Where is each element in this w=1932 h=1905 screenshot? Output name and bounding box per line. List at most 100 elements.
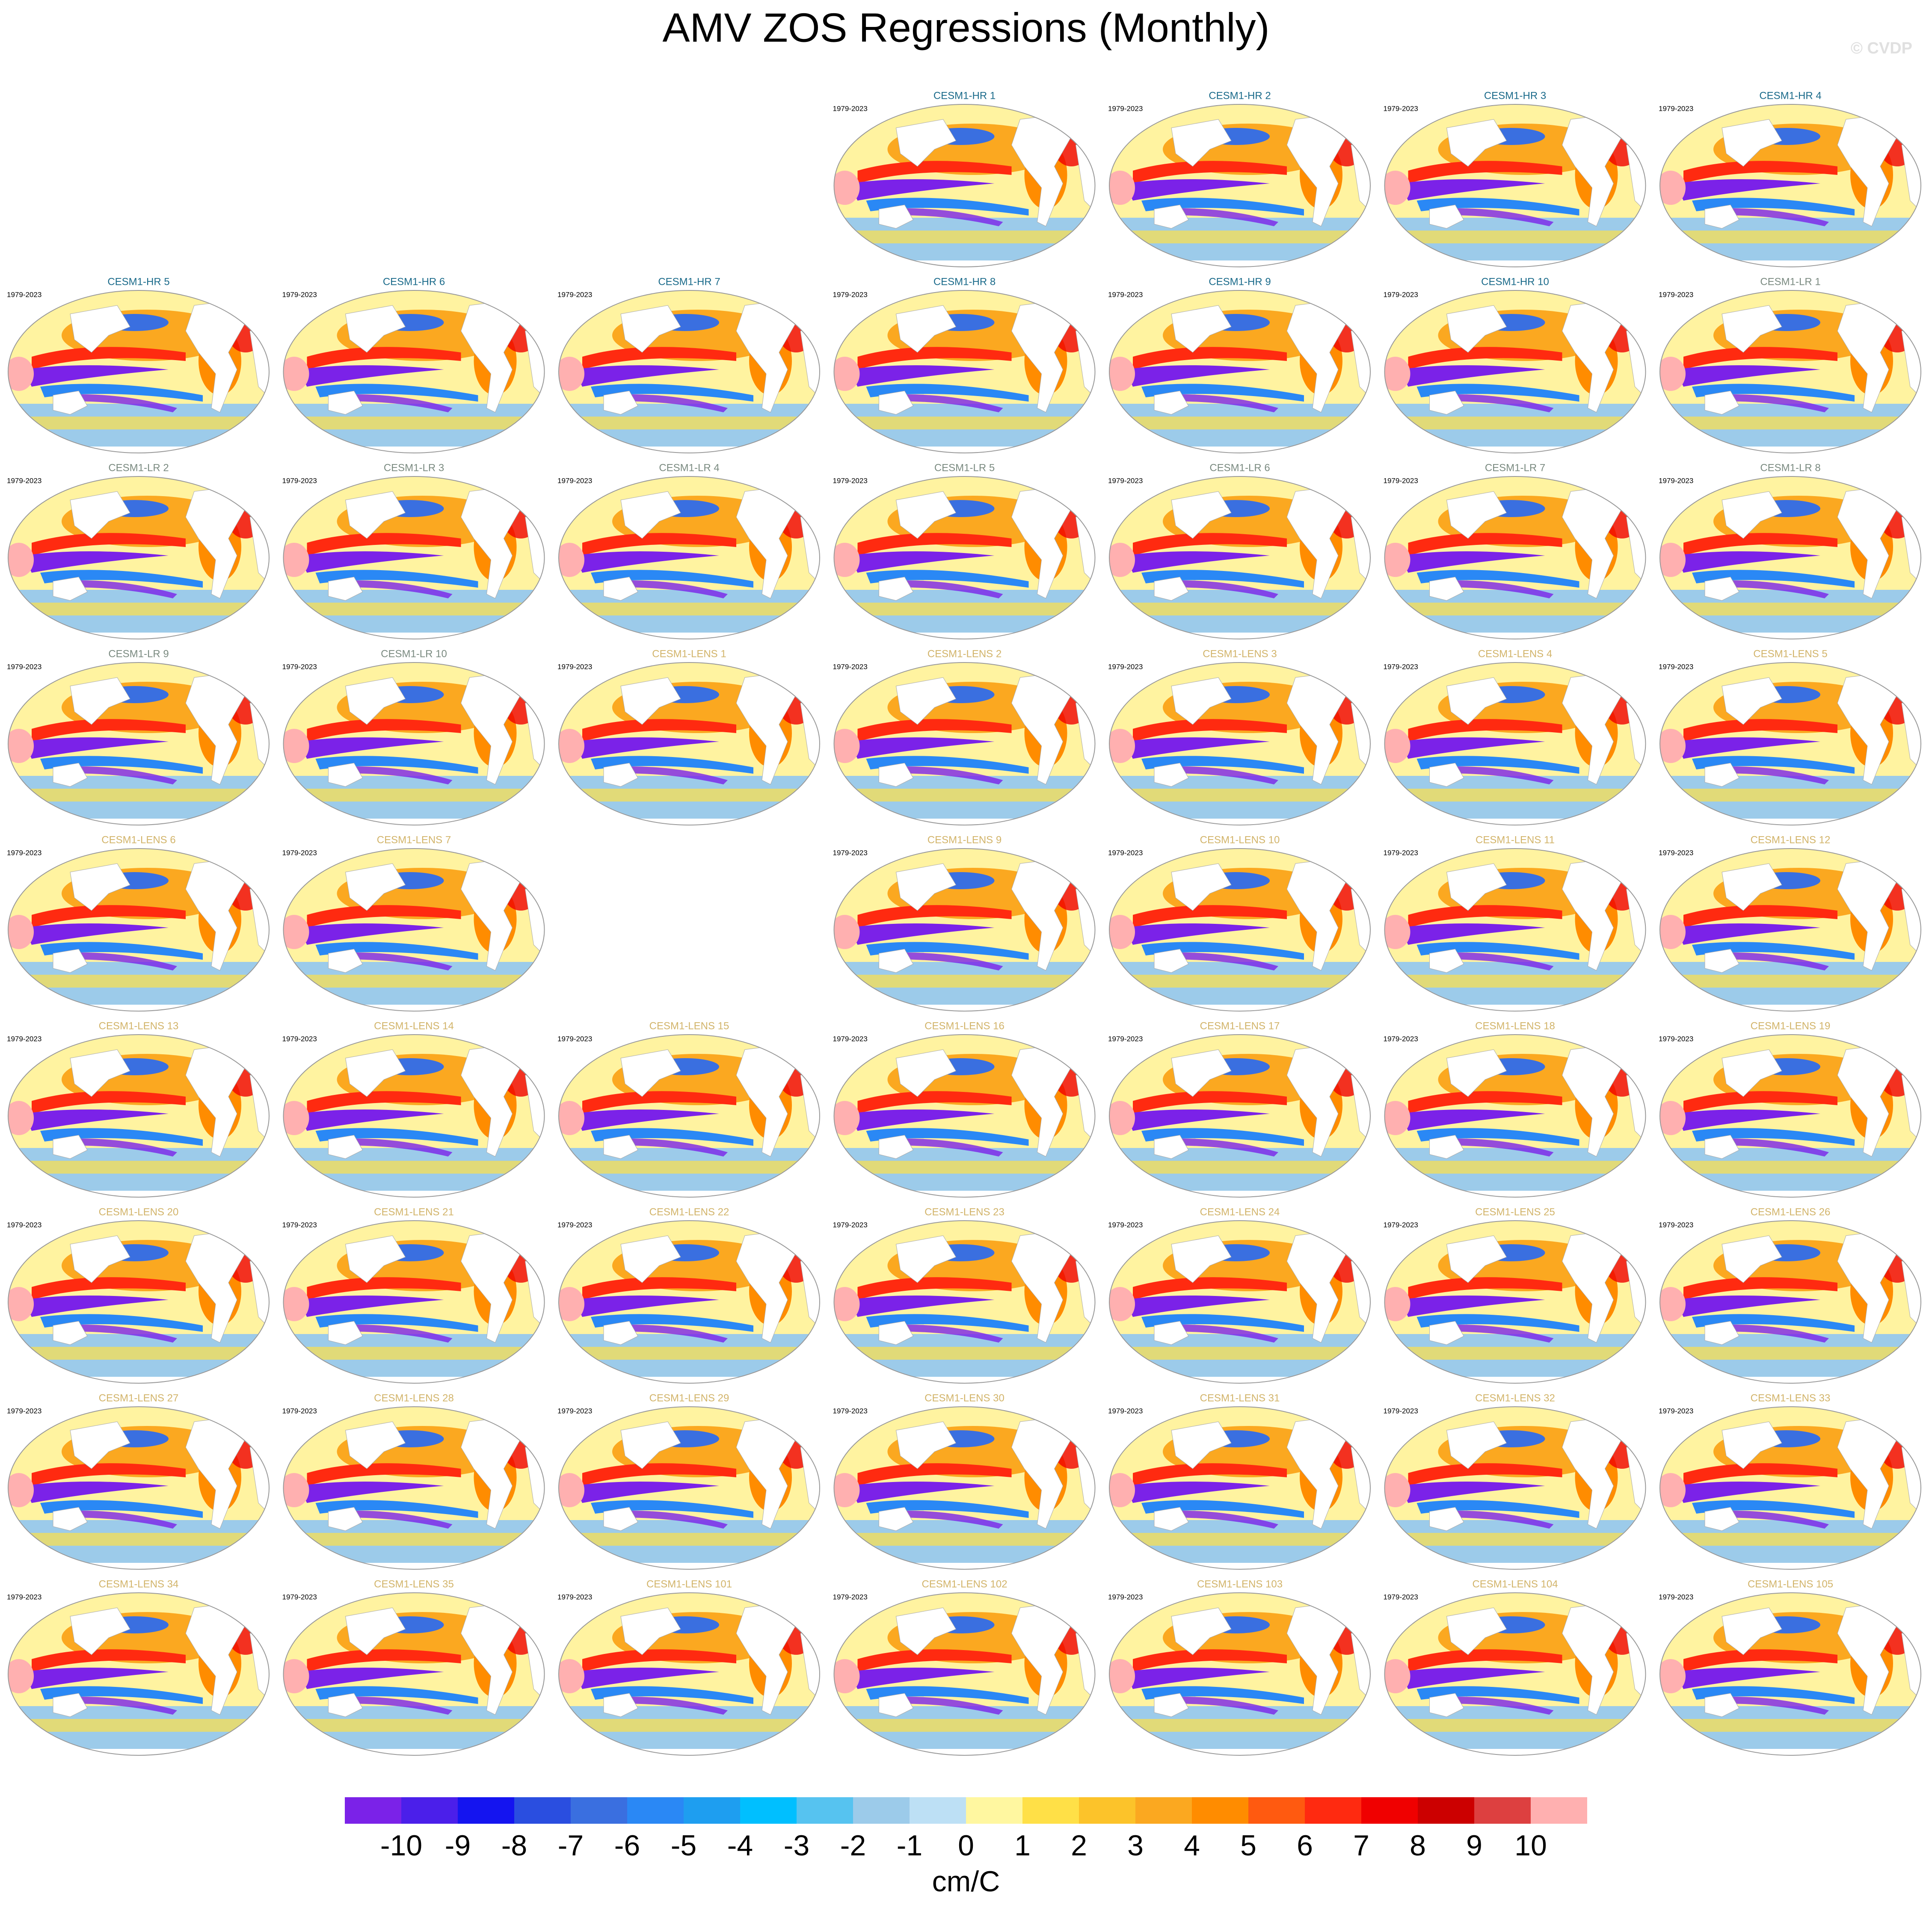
map [1381, 288, 1648, 455]
page-title: AMV ZOS Regressions (Monthly) [662, 5, 1269, 50]
panel-name: CESM1-HR 7 [658, 276, 720, 287]
panel-period: 1979-2023 [1659, 663, 1693, 671]
panel-period: 1979-2023 [557, 476, 592, 485]
panel-name: CESM1-LENS 32 [1475, 1392, 1555, 1404]
panel-name: CESM1-LENS 34 [99, 1578, 179, 1590]
colorbar-tick-label: 8 [1410, 1829, 1426, 1862]
colorbar-box [1248, 1797, 1305, 1824]
colorbar-tick-label: 3 [1127, 1829, 1144, 1862]
panel-period: 1979-2023 [833, 1221, 868, 1229]
panel-name: CESM1-LENS 103 [1197, 1578, 1283, 1590]
panel-name: CESM1-LENS 2 [927, 648, 1002, 660]
panel-period: 1979-2023 [1659, 1221, 1693, 1229]
panel-period: 1979-2023 [1659, 290, 1693, 299]
panel-name: CESM1-LENS 6 [101, 834, 175, 846]
panel-name: CESM1-LR 10 [381, 648, 447, 660]
map-panel: 1979-2023 CESM1-LENS 24 [1105, 1206, 1372, 1385]
map-panel: 1979-2023 CESM1-LENS 103 [1105, 1578, 1372, 1757]
map [1656, 846, 1923, 1013]
map [1381, 846, 1648, 1013]
panel-name: CESM1-LENS 23 [925, 1206, 1005, 1218]
map [1105, 288, 1372, 455]
map [830, 1405, 1097, 1571]
colorbar-box [401, 1797, 458, 1824]
colorbar-box [1305, 1797, 1361, 1824]
map-panel: 1979-2023 CESM1-HR 9 [1105, 276, 1372, 455]
map-panel: 1979-2023 CESM1-LENS 4 [1381, 648, 1648, 827]
map [1656, 1032, 1923, 1199]
panel-period: 1979-2023 [1108, 476, 1143, 485]
panel-name: CESM1-LR 7 [1485, 462, 1545, 473]
panel-name: CESM1-HR 4 [1759, 90, 1821, 101]
panel-name: CESM1-HR 5 [107, 276, 169, 287]
map-panel: 1979-2023 CESM1-LENS 10 [1105, 834, 1372, 1013]
map [1656, 1591, 1923, 1757]
map [830, 1219, 1097, 1385]
panel-period: 1979-2023 [7, 663, 41, 671]
map-panel: 1979-2023 CESM1-LENS 2 [830, 648, 1097, 827]
colorbar-tick-label: -1 [897, 1829, 922, 1862]
panel-period: 1979-2023 [7, 849, 41, 857]
map-panel: 1979-2023 CESM1-HR 2 [1105, 90, 1372, 269]
panel-name: CESM1-LENS 19 [1751, 1020, 1831, 1032]
map-panel: 1979-2023 CESM1-LR 2 [4, 462, 271, 641]
panel-period: 1979-2023 [1108, 290, 1143, 299]
colorbar-tick-label: 2 [1071, 1829, 1087, 1862]
colorbar-box [345, 1797, 401, 1824]
panel-period: 1979-2023 [1108, 1221, 1143, 1229]
map-panel: 1979-2023 CESM1-LENS 30 [830, 1392, 1097, 1571]
panel-name: CESM1-LENS 29 [649, 1392, 729, 1404]
colorbar-tick-label: 1 [1014, 1829, 1031, 1862]
panel-period: 1979-2023 [7, 290, 41, 299]
map-panel: 1979-2023 CESM1-HR 1 [830, 90, 1097, 269]
map-panel: 1979-2023 CESM1-HR 3 [1381, 90, 1648, 269]
map [279, 474, 547, 641]
colorbar-box [1192, 1797, 1248, 1824]
panel-name: CESM1-LENS 31 [1200, 1392, 1280, 1404]
panel-period: 1979-2023 [7, 1221, 41, 1229]
panel-name: CESM1-LENS 102 [922, 1578, 1007, 1590]
panel-period: 1979-2023 [282, 1035, 317, 1043]
map [554, 660, 822, 827]
map-panel: 1979-2023 CESM1-LR 10 [279, 648, 547, 827]
panel-period: 1979-2023 [282, 1221, 317, 1229]
panel-period: 1979-2023 [7, 476, 41, 485]
colorbar-tick-label: 7 [1353, 1829, 1369, 1862]
map-panel: 1979-2023 CESM1-LR 9 [4, 648, 271, 827]
panel-period: 1979-2023 [7, 1407, 41, 1415]
map-panel: 1979-2023 CESM1-HR 5 [4, 276, 271, 455]
map-panel: 1979-2023 CESM1-LENS 7 [279, 834, 547, 1013]
map [1656, 102, 1923, 269]
map-panel: 1979-2023 CESM1-LR 8 [1656, 462, 1923, 641]
colorbar-box [1135, 1797, 1192, 1824]
panel-period: 1979-2023 [1108, 1593, 1143, 1601]
map [554, 1032, 822, 1199]
panel-period: 1979-2023 [1384, 849, 1418, 857]
panel-name: CESM1-LENS 26 [1751, 1206, 1831, 1218]
panel-period: 1979-2023 [833, 476, 868, 485]
panel-name: CESM1-LR 3 [384, 462, 444, 473]
map [830, 102, 1097, 269]
map-panel: 1979-2023 CESM1-LENS 22 [554, 1206, 822, 1385]
panel-name: CESM1-LENS 13 [99, 1020, 179, 1032]
panel-name: CESM1-LENS 24 [1200, 1206, 1280, 1218]
colorbar-tick-label: 6 [1297, 1829, 1313, 1862]
colorbar-box [797, 1797, 853, 1824]
map [279, 288, 547, 455]
colorbar-tick-label: -8 [501, 1829, 527, 1862]
panel-name: CESM1-LR 5 [934, 462, 995, 473]
panel-period: 1979-2023 [557, 290, 592, 299]
panel-name: CESM1-HR 9 [1209, 276, 1271, 287]
panel-name: CESM1-LENS 101 [646, 1578, 732, 1590]
map-panel: 1979-2023 CESM1-HR 7 [554, 276, 822, 455]
panel-period: 1979-2023 [557, 1221, 592, 1229]
map-panel: 1979-2023 CESM1-LENS 27 [4, 1392, 271, 1571]
panel-period: 1979-2023 [7, 1593, 41, 1601]
map [554, 1591, 822, 1757]
colorbar-box [853, 1797, 910, 1824]
map-panel: 1979-2023 CESM1-HR 6 [279, 276, 547, 455]
colorbar-box [1361, 1797, 1418, 1824]
map [4, 1405, 271, 1571]
